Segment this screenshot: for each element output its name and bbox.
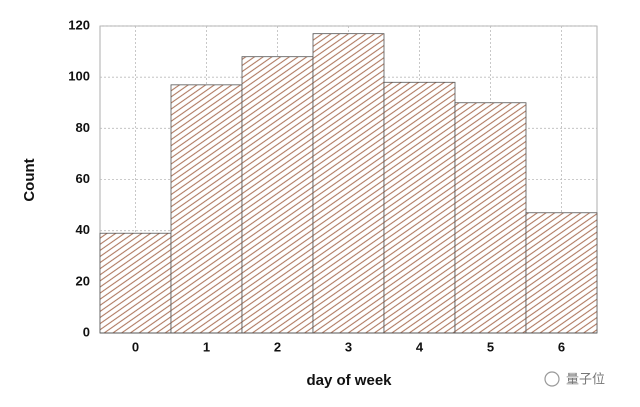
bar: [312, 33, 385, 334]
plot-area: 0 20 40 60 80 100 120 0 1 2 3 4 5 6: [68, 17, 598, 354]
y-tick-label: 100: [68, 69, 90, 84]
y-tick-label: 80: [76, 120, 90, 135]
x-tick-label: 3: [345, 339, 352, 354]
y-tick-label: 20: [76, 273, 90, 288]
bar: [525, 212, 598, 334]
y-axis-label: Count: [21, 158, 38, 201]
bar: [241, 56, 314, 334]
bar: [99, 232, 172, 334]
watermark: 量子位: [566, 371, 605, 386]
x-tick-label: 4: [416, 339, 424, 354]
bar: [383, 81, 456, 334]
x-tick-label: 2: [274, 339, 281, 354]
bar: [170, 84, 243, 334]
y-tick-label: 120: [68, 17, 90, 32]
bar: [454, 102, 527, 334]
x-axis-label: day of week: [306, 372, 392, 389]
y-tick-label: 40: [76, 222, 90, 237]
y-tick-label: 0: [83, 324, 90, 339]
x-tick-label: 1: [203, 339, 210, 354]
x-tick-label: 5: [487, 339, 494, 354]
y-tick-label: 60: [76, 171, 90, 186]
x-tick-label: 0: [132, 339, 139, 354]
x-tick-label: 6: [558, 339, 565, 354]
watermark-icon: [544, 371, 560, 387]
